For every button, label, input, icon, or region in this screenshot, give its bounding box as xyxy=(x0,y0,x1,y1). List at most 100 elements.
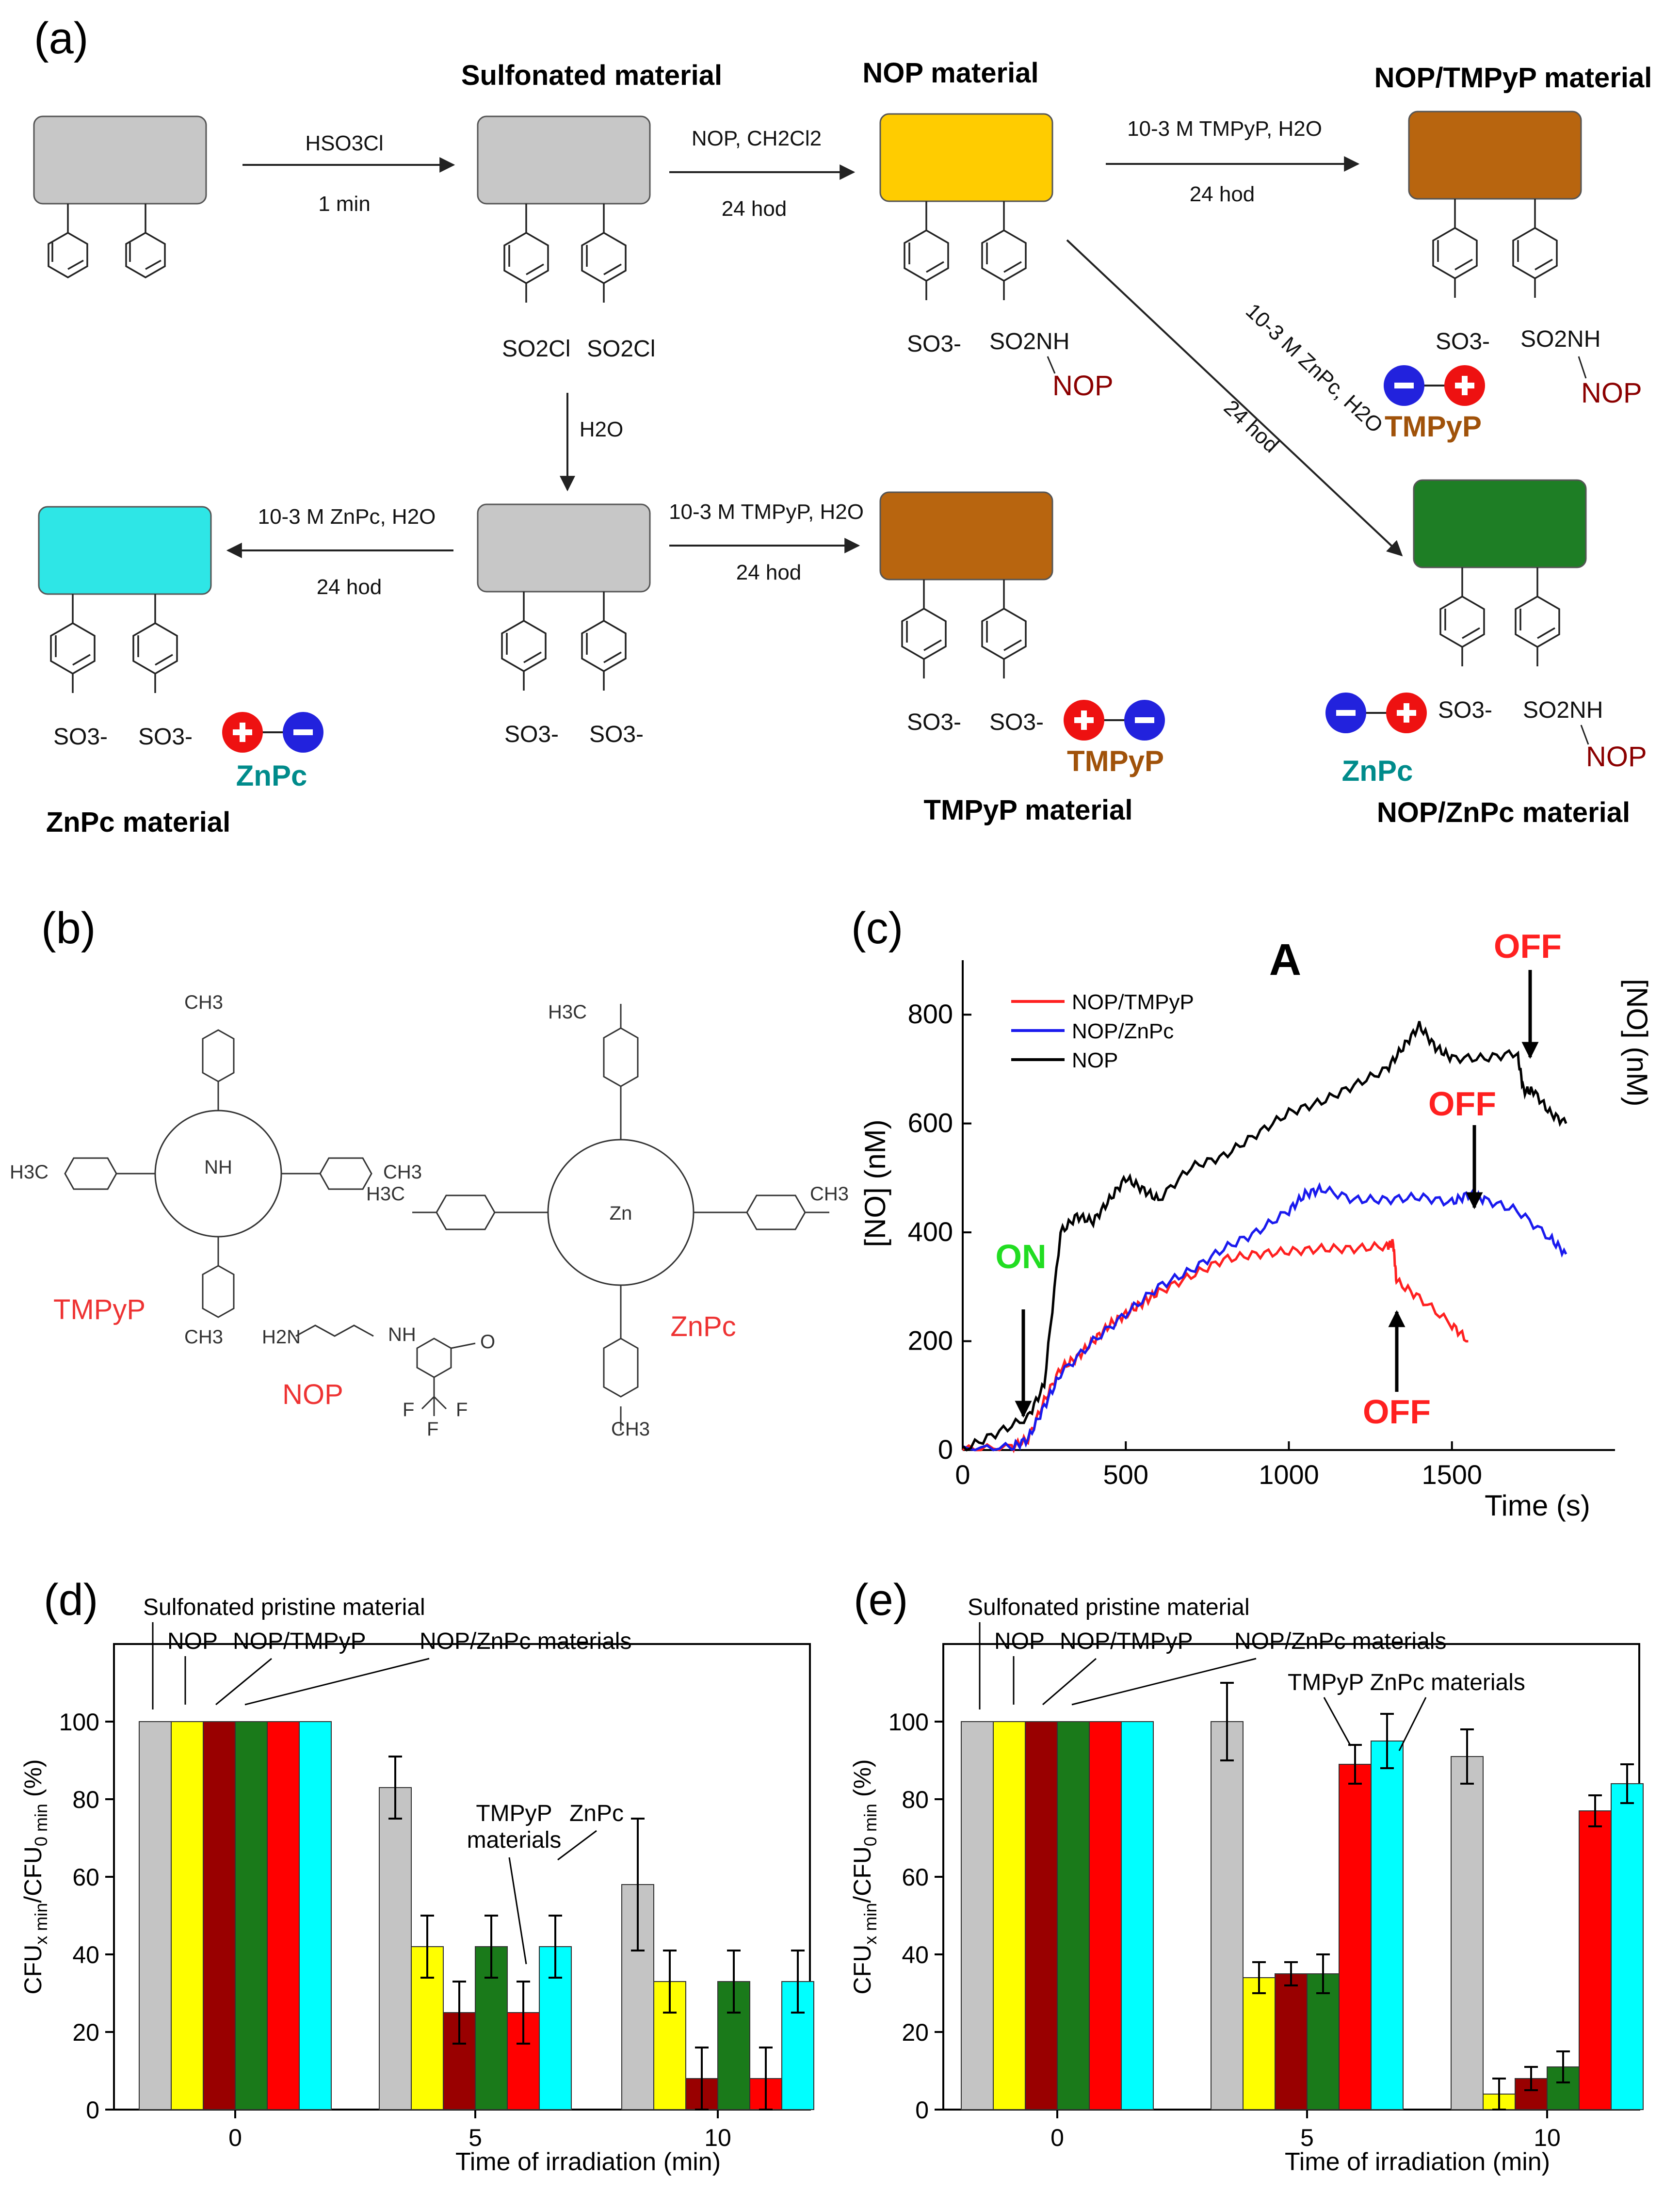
bar-nop-tmpyp xyxy=(203,1721,236,2110)
block-nop-tmpyp xyxy=(1408,111,1582,200)
x-axis-title: Time (s) xyxy=(1485,1489,1590,1522)
nh-bonds xyxy=(1047,356,1589,745)
bar-tmpyp xyxy=(1089,1721,1122,2110)
x-tick-label: 0 xyxy=(228,2124,242,2151)
title-sulfonated: Sulfonated material xyxy=(461,60,722,91)
error-bar xyxy=(1524,2066,1538,2091)
reagent-r2-bottom: 24 hod xyxy=(722,197,787,221)
phenyl-rings xyxy=(48,199,1560,693)
panel-c: (c) 0 500 1000 1500 0 200 400 600 800 Time (s) [NO… xyxy=(851,903,1653,1522)
error-bar xyxy=(1620,1763,1634,1804)
bar-tmpyp xyxy=(1579,1810,1612,2110)
y-tick-label: 60 xyxy=(72,1864,99,1891)
y-axis-title-right: [NO] (nM) xyxy=(1621,979,1653,1106)
tmpyp-ch3-right: CH3 xyxy=(383,1161,422,1183)
y-tick-label: 0 xyxy=(938,1434,953,1465)
annotation-off: OFF xyxy=(1428,1085,1496,1123)
bar-sulfonated-pristine-material xyxy=(1451,1756,1484,2110)
bar-nop xyxy=(411,1946,444,2110)
group-so3-z2: SO3- xyxy=(138,724,193,750)
block-znpc xyxy=(38,506,212,595)
y-tick-label: 800 xyxy=(908,999,953,1029)
group-so2nh-nt: SO2NH xyxy=(1520,326,1600,352)
group-nop-3: NOP xyxy=(1586,741,1647,773)
reagent-r6-top: 10-3 M ZnPc, H2O xyxy=(258,505,436,529)
error-bar xyxy=(485,1915,498,1979)
bar-nop xyxy=(171,1721,204,2110)
x-tick-label: 1000 xyxy=(1259,1459,1319,1490)
error-bar xyxy=(759,2047,773,2111)
bar-nop-znpc xyxy=(235,1721,268,2110)
reagent-r5: H2O xyxy=(580,418,623,441)
tmpyp-nh: NH xyxy=(204,1157,232,1178)
y-tick-label: 200 xyxy=(908,1325,953,1356)
panel-label-c: (c) xyxy=(851,903,903,953)
tmpyp-ch3-bottom: CH3 xyxy=(184,1326,223,1348)
error-bar xyxy=(1492,2078,1506,2111)
reagent-r4-top: 10-3 M ZnPc, H2O xyxy=(1241,299,1388,437)
bar-nop-tmpyp xyxy=(1025,1721,1058,2110)
group-so3-t2: SO3- xyxy=(989,709,1044,735)
label-nop-tmpyp: NOP/TMPyP xyxy=(1060,1629,1193,1654)
group-so2cl-2: SO2Cl xyxy=(587,336,655,362)
y-tick-label: 100 xyxy=(59,1709,99,1736)
group-so3-h2: SO3- xyxy=(589,722,644,747)
x-tick-label: 0 xyxy=(955,1459,970,1490)
y-tick-label: 0 xyxy=(915,2096,929,2124)
error-bar xyxy=(1460,1728,1474,1785)
label-znpc-1: ZnPc xyxy=(236,759,307,792)
error-bar xyxy=(388,1756,402,1820)
group-so2nh-nz: SO2NH xyxy=(1523,697,1603,723)
legend-label: NOP/TMPyP xyxy=(1072,990,1194,1014)
block-tmpyp xyxy=(879,491,1053,580)
block-sulfonated-hydrolysed xyxy=(477,503,651,593)
error-bar xyxy=(1252,1961,1266,1994)
error-bar xyxy=(420,1915,434,1979)
annotation-on: ON xyxy=(996,1238,1047,1275)
x-tick-label: 500 xyxy=(1103,1459,1148,1490)
annotation-off: OFF xyxy=(1363,1393,1431,1431)
error-bar xyxy=(1556,2050,1570,2083)
panel-label-b: (b) xyxy=(41,903,96,953)
error-bar xyxy=(517,1981,530,2045)
y-tick-label: 400 xyxy=(908,1216,953,1247)
y-tick-label: 80 xyxy=(72,1786,99,1813)
title-nop: NOP material xyxy=(862,57,1038,89)
bar-nop xyxy=(993,1721,1026,2110)
error-bar xyxy=(695,2047,709,2111)
tmpyp-h3c: H3C xyxy=(10,1161,48,1183)
reaction-arrows xyxy=(226,156,1403,558)
group-so3-h1: SO3- xyxy=(504,722,559,747)
label-tmpyp-2: TMPyP xyxy=(1067,745,1164,777)
error-bar xyxy=(727,1950,741,2014)
group-so3-nop: SO3- xyxy=(907,331,961,357)
error-bar xyxy=(1220,1682,1234,1761)
title-tmpyp: TMPyP material xyxy=(924,794,1133,826)
bar-znpc xyxy=(1371,1741,1404,2110)
bar-nop-znpc xyxy=(1057,1721,1090,2110)
reagent-r1-top: HSO3Cl xyxy=(305,131,383,155)
y-tick-label: 40 xyxy=(902,1941,929,1968)
group-nop-1: NOP xyxy=(1052,370,1114,402)
ion-pair-nop-znpc xyxy=(1325,693,1427,733)
title-znpc: ZnPc material xyxy=(46,806,230,838)
reagent-r7-bottom: 24 hod xyxy=(736,561,802,584)
error-bar xyxy=(549,1915,562,1979)
y-axis-title: CFUx min/CFU0 min (%) xyxy=(19,1759,51,1994)
ion-pair-tmpyp xyxy=(1064,700,1165,741)
nop-structure xyxy=(295,1324,476,1416)
znpc-h3c: H3C xyxy=(548,1001,587,1023)
y-tick-label: 600 xyxy=(908,1108,953,1138)
panel-label-e: (e) xyxy=(854,1575,908,1625)
error-bar xyxy=(791,1950,805,2014)
label-nop: NOP xyxy=(167,1629,218,1654)
znpc-structure xyxy=(412,1004,829,1431)
panel-label-d: (d) xyxy=(44,1575,98,1625)
bar-sulfonated-pristine-material xyxy=(379,1787,412,2110)
error-bar xyxy=(1588,1794,1602,1827)
y-tick-label: 80 xyxy=(902,1786,929,1813)
label-pristine: Sulfonated pristine material xyxy=(968,1595,1250,1620)
error-bar xyxy=(452,1981,466,2045)
